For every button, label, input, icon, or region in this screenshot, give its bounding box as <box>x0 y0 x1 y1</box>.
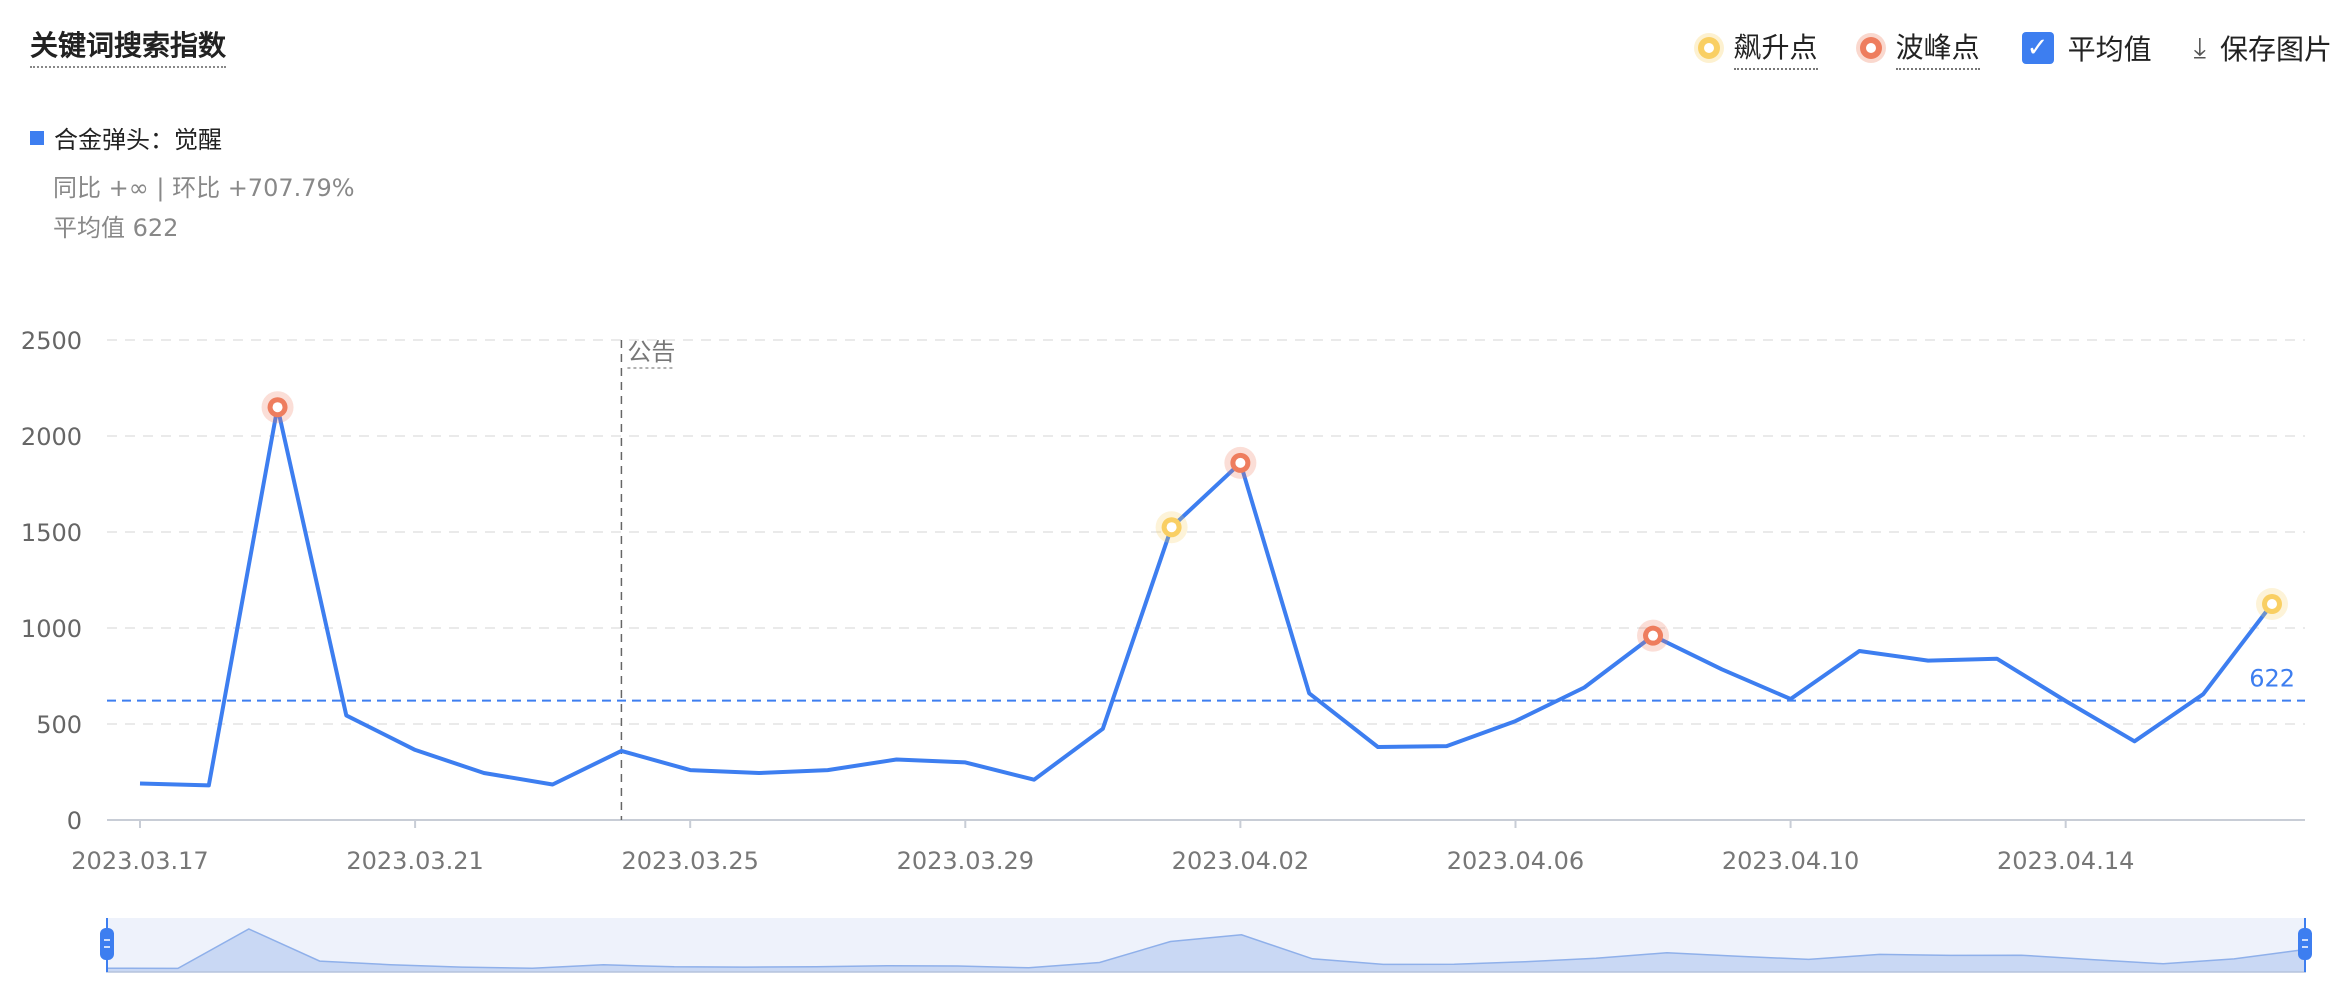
peak-point-toggle[interactable]: 波峰点 <box>1859 26 1980 70</box>
average-label: 平均值 <box>2067 33 2152 66</box>
series-stats: 同比 +∞ | 环比 +707.79% 平均值 622 <box>53 168 355 248</box>
y-tick-label: 2500 <box>21 327 82 355</box>
peak-point-marker-center <box>272 402 283 413</box>
x-tick-label: 2023.03.29 <box>897 847 1034 875</box>
average-toggle[interactable]: ✓ 平均值 <box>2021 28 2152 68</box>
x-tick-label: 2023.04.10 <box>1722 847 1859 875</box>
save-image-label: 保存图片 <box>2219 33 2332 66</box>
rise-point-toggle[interactable]: 飙升点 <box>1697 26 1818 70</box>
average-line-label: 622 <box>2249 665 2295 693</box>
navigator-area <box>106 928 2306 973</box>
x-tick-label: 2023.03.21 <box>346 847 483 875</box>
x-tick-label: 2023.03.25 <box>621 847 758 875</box>
page-title: 关键词搜索指数 <box>30 24 227 68</box>
x-tick-label: 2023.03.17 <box>71 847 208 875</box>
average-text: 平均值 622 <box>53 214 179 242</box>
yoy-mom-text: 同比 +∞ | 环比 +707.79% <box>53 174 355 202</box>
chart-toolbar: 飙升点 波峰点 ✓ 平均值 ⤓ 保存图片 <box>1697 26 2332 70</box>
y-tick-label: 500 <box>36 711 82 739</box>
navigator-handle-left[interactable] <box>100 928 114 960</box>
series-legend[interactable]: 合金弹头：觉醒 <box>30 120 222 155</box>
series-color-swatch <box>30 130 44 145</box>
y-tick-label: 1000 <box>21 615 82 643</box>
rise-point-label: 飙升点 <box>1733 26 1818 70</box>
download-icon: ⤓ <box>2193 31 2206 64</box>
x-tick-label: 2023.04.02 <box>1172 847 1309 875</box>
series-line <box>139 405 2274 788</box>
peak-point-marker-center <box>1648 630 1659 641</box>
rise-point-marker-center <box>1166 522 1177 533</box>
peak-point-icon <box>1859 37 1882 59</box>
save-image-button[interactable]: ⤓ 保存图片 <box>2194 28 2332 68</box>
peak-point-label: 波峰点 <box>1895 26 1980 70</box>
y-tick-label: 0 <box>67 807 82 835</box>
x-tick-label: 2023.04.14 <box>1997 847 2134 875</box>
peak-point-marker-center <box>1235 457 1246 468</box>
annotation-label[interactable]: 公告 <box>627 338 675 366</box>
navigator-handle-right[interactable] <box>2298 928 2312 960</box>
x-tick-label: 2023.04.06 <box>1447 847 1584 875</box>
series-name: 合金弹头：觉醒 <box>54 126 222 154</box>
rise-point-marker-center <box>2267 599 2277 609</box>
checkbox-checked-icon[interactable]: ✓ <box>2021 32 2054 64</box>
y-tick-label: 2000 <box>21 423 82 451</box>
y-tick-label: 1500 <box>21 519 82 547</box>
rise-point-icon <box>1697 37 1720 59</box>
